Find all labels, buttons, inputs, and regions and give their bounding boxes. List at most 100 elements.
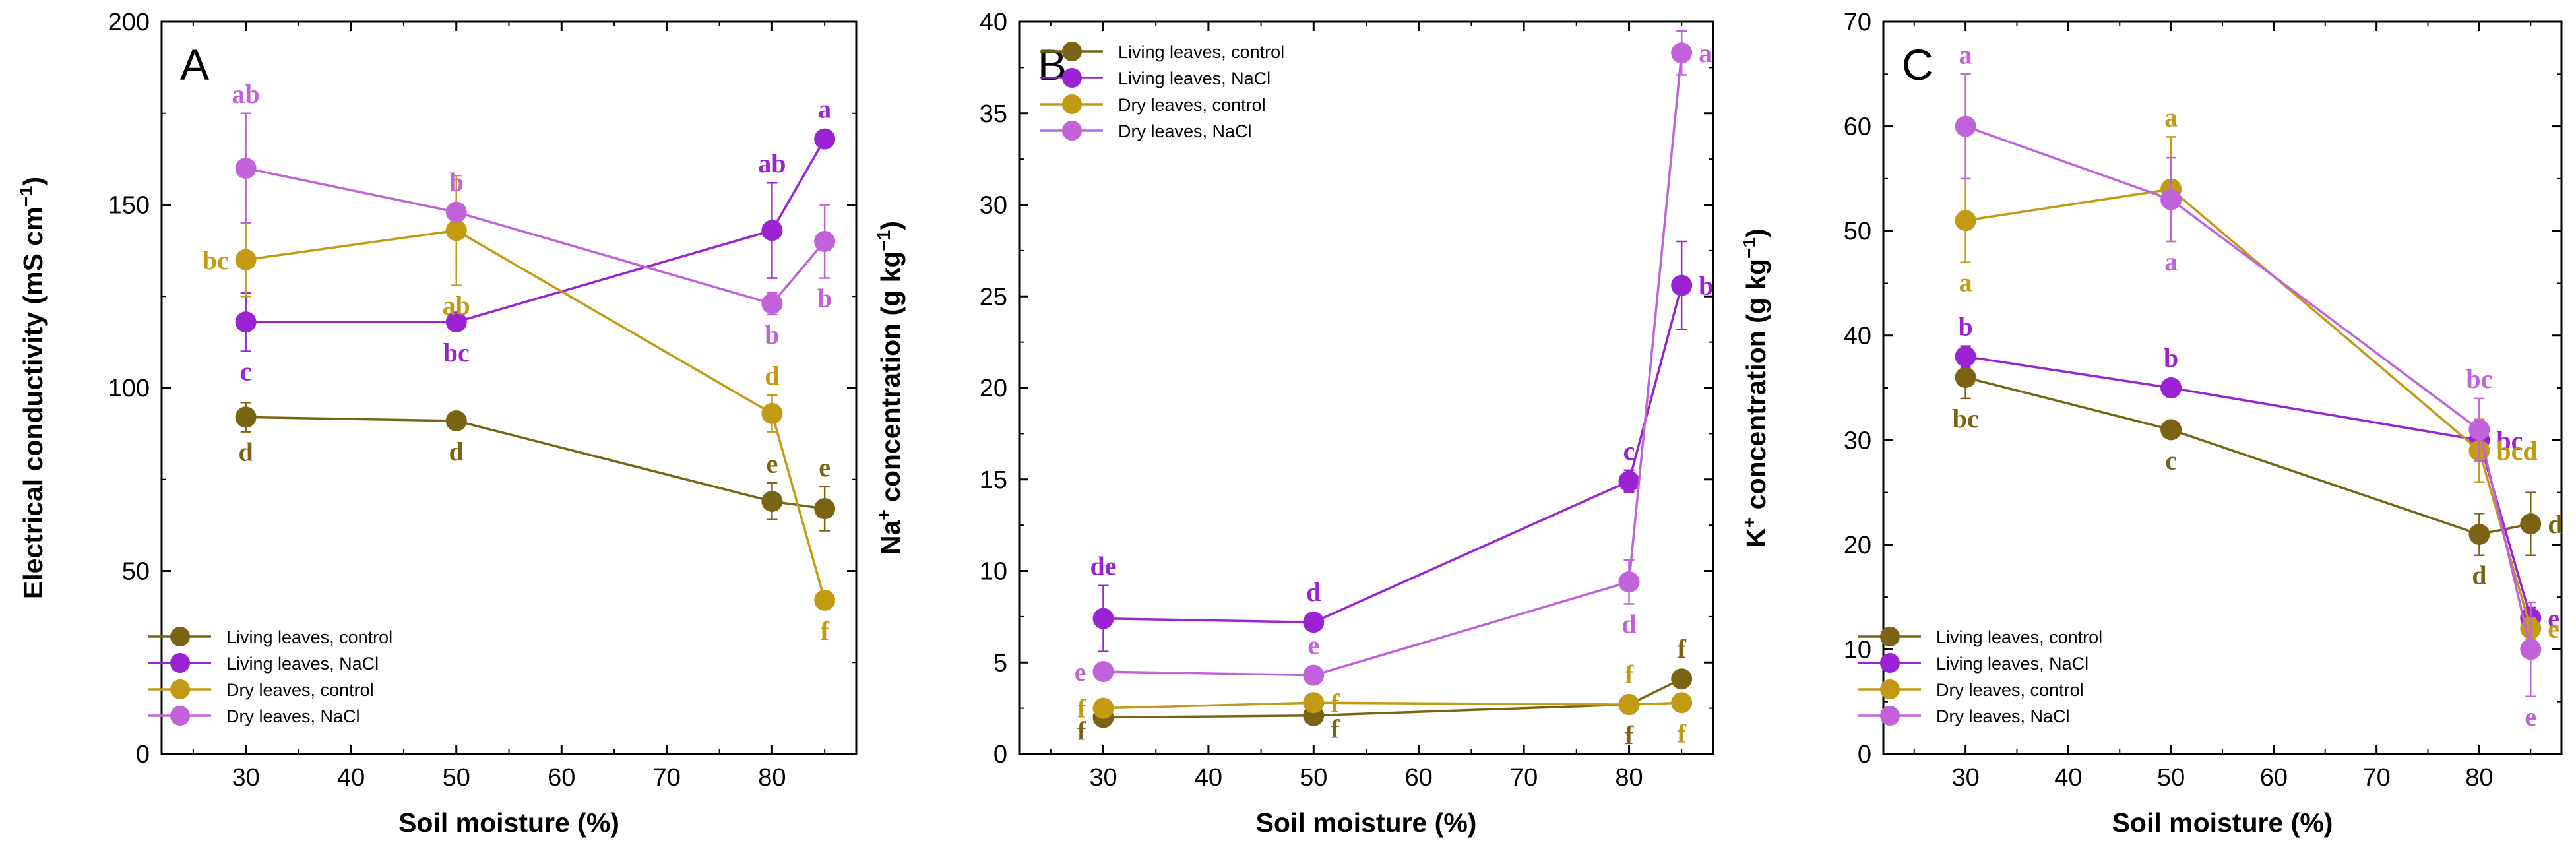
x-axis-label: Soil moisture (%) xyxy=(398,807,619,838)
x-tick-label: 50 xyxy=(2157,764,2185,792)
significance-letter: f xyxy=(1331,714,1340,744)
data-point xyxy=(1955,210,1976,232)
significance-letter: f xyxy=(1625,660,1634,689)
x-tick-label: 60 xyxy=(548,764,575,792)
legend-marker xyxy=(1062,68,1082,88)
data-point xyxy=(1303,612,1325,633)
series-line xyxy=(245,229,826,601)
y-label-close: ) xyxy=(1741,228,1771,237)
series-dry_nacl: ab b b b xyxy=(232,79,836,350)
series-living_nacl: c bc ab a xyxy=(235,94,836,387)
x-tick-label: 60 xyxy=(1405,764,1433,792)
data-point xyxy=(445,201,467,223)
significance-letter: d xyxy=(449,437,464,466)
legend-entry: Living leaves, NaCl xyxy=(226,654,379,674)
legend-marker xyxy=(1880,706,1900,726)
significance-letter: e xyxy=(819,453,831,482)
significance-letter: f xyxy=(1625,720,1634,750)
significance-letter: a xyxy=(2164,102,2178,132)
series-dry_control: f fff xyxy=(1077,660,1693,748)
data-point xyxy=(761,491,783,513)
significance-letter: e xyxy=(1307,631,1319,660)
data-point xyxy=(1955,346,1976,367)
data-point xyxy=(2520,639,2542,660)
y-label-ion: K xyxy=(1741,528,1771,548)
legend-entry: Dry leaves, control xyxy=(1936,680,2084,700)
significance-letter: ab xyxy=(232,79,260,109)
panel-label: A xyxy=(180,40,209,89)
significance-letter: e xyxy=(2525,702,2536,732)
y-axis-label: K+ concentration (g kg−1) xyxy=(1739,228,1772,547)
significance-letter: bc xyxy=(203,245,229,275)
legend-marker xyxy=(1880,627,1900,646)
significance-letter: f xyxy=(1678,634,1687,664)
significance-letter: a xyxy=(1699,38,1712,68)
legend-entry: Living leaves, control xyxy=(1118,42,1284,62)
y-label-text: concentration (g kg xyxy=(1741,259,1771,517)
y-axis-label: Electrical conductivity (mS cm−1) xyxy=(16,177,49,599)
x-tick-label: 40 xyxy=(337,764,365,792)
y-label-exponent: −1 xyxy=(873,230,894,251)
x-axis-label: Soil moisture (%) xyxy=(2112,807,2333,838)
x-axis-label: Soil moisture (%) xyxy=(1256,807,1477,838)
legend: Living leaves, control Living leaves, NaC… xyxy=(1040,42,1284,141)
legend-marker xyxy=(170,653,190,673)
data-point xyxy=(2468,524,2490,545)
data-point xyxy=(1955,115,1976,137)
x-tick-label: 70 xyxy=(653,764,681,792)
panel-C: C 30 40 50 60 70 80 0 10 20 30 40 50 60 70 Soil moistur… xyxy=(1739,9,2563,838)
y-tick-label: 30 xyxy=(1844,427,1871,455)
data-point xyxy=(1618,694,1640,716)
y-tick-label: 200 xyxy=(108,9,150,36)
data-point xyxy=(235,249,257,270)
significance-letter: d xyxy=(2472,561,2486,590)
significance-letter: d xyxy=(1306,577,1321,607)
significance-letter: de xyxy=(1090,551,1117,581)
significance-letter: d xyxy=(1621,609,1636,639)
x-tick-label: 80 xyxy=(2465,764,2493,792)
x-tick-label: 70 xyxy=(1510,764,1538,792)
legend-entry: Living leaves, control xyxy=(1936,627,2102,647)
x-tick-label: 30 xyxy=(232,764,259,792)
data-point xyxy=(235,406,257,428)
y-tick-label: 5 xyxy=(993,649,1007,677)
significance-letter: b xyxy=(449,168,464,197)
data-point xyxy=(1092,661,1114,683)
significance-letter: c xyxy=(2165,445,2177,475)
legend-entry: Living leaves, NaCl xyxy=(1936,654,2089,674)
x-tick-label: 30 xyxy=(1951,764,1979,792)
y-label-ion-charge: + xyxy=(1739,517,1759,528)
data-point xyxy=(1303,692,1325,714)
legend-entry: Dry leaves, NaCl xyxy=(226,706,360,726)
x-tick-label: 30 xyxy=(1089,764,1117,792)
y-tick-label: 25 xyxy=(980,283,1007,311)
significance-letter: b xyxy=(1958,311,1972,341)
significance-letter: ab xyxy=(758,148,786,178)
significance-letter: bc xyxy=(2466,364,2492,394)
legend-entry: Dry leaves, control xyxy=(226,680,374,700)
series-line xyxy=(1103,701,1682,710)
data-point xyxy=(445,311,467,333)
data-point xyxy=(2520,513,2542,535)
y-tick-label: 40 xyxy=(1844,323,1871,350)
legend-entry: Dry leaves, NaCl xyxy=(1118,121,1252,141)
legend-marker xyxy=(1062,121,1082,141)
y-tick-label: 20 xyxy=(1844,532,1871,559)
y-axis-label: Na+ concentration (g kg−1) xyxy=(873,221,906,555)
significance-letter: c xyxy=(1623,436,1635,466)
y-tick-label: 50 xyxy=(122,558,150,586)
data-point xyxy=(1092,697,1114,719)
legend: Living leaves, control Living leaves, NaC… xyxy=(1858,627,2102,726)
significance-letter: a xyxy=(2164,247,2178,276)
y-tick-label: 10 xyxy=(1844,636,1871,664)
data-point xyxy=(814,231,836,252)
x-tick-label: 50 xyxy=(1300,764,1327,792)
data-point xyxy=(1092,608,1114,629)
significance-letter: bc xyxy=(2496,425,2523,455)
legend-marker xyxy=(170,706,190,726)
